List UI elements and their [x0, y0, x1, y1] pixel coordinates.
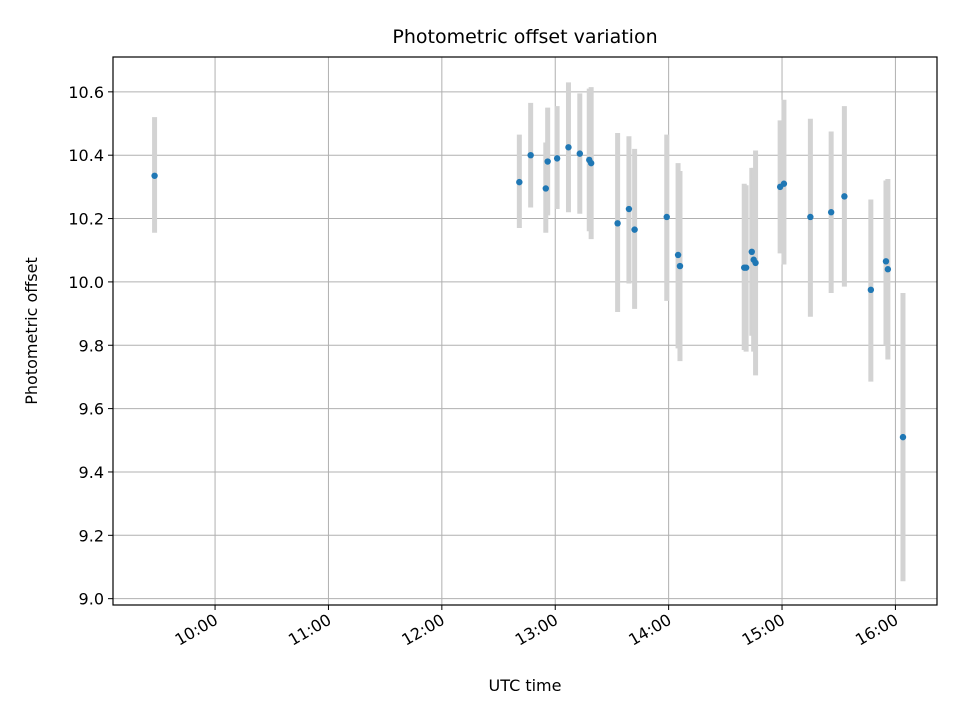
plot-frame: [112, 56, 938, 606]
data-point: [807, 213, 814, 221]
data-point: [527, 151, 534, 159]
data-point: [631, 226, 638, 233]
y-tick-label: 10.2: [68, 210, 104, 229]
data-point: [576, 150, 584, 157]
y-tick-label: 10.0: [68, 273, 104, 292]
data-point: [899, 433, 907, 441]
data-point: [553, 155, 561, 162]
y-tick-label: 10.4: [68, 146, 104, 165]
data-point: [752, 259, 759, 267]
y-axis: 9.0 9.2 9.4 9.6 9.8 10.0 10.2 10.4 10.6: [68, 83, 113, 609]
data-point: [676, 262, 684, 270]
data-point: [516, 178, 523, 186]
data-point: [867, 286, 875, 294]
data-points: [151, 144, 907, 441]
y-tick-label: 9.4: [79, 463, 104, 482]
data-point: [565, 144, 572, 151]
data-point: [780, 180, 788, 187]
data-point: [663, 213, 670, 221]
data-point: [884, 266, 892, 273]
data-point: [742, 264, 750, 271]
grid: [113, 57, 937, 605]
data-point: [827, 209, 835, 216]
data-point: [151, 172, 158, 179]
chart-title: Photometric offset variation: [392, 26, 657, 48]
y-tick-label: 9.6: [79, 400, 104, 419]
plot-area: [113, 57, 937, 605]
y-tick-label: 10.6: [68, 83, 104, 102]
x-axis-label: UTC time: [489, 676, 562, 695]
data-point: [841, 193, 848, 200]
data-point: [625, 205, 633, 213]
data-point: [587, 159, 595, 167]
data-point: [674, 251, 682, 259]
data-point: [544, 158, 551, 165]
y-axis-label: Photometric offset: [22, 257, 41, 405]
y-tick-label: 9.0: [79, 590, 104, 609]
data-point: [882, 258, 890, 265]
data-point: [748, 248, 755, 256]
data-point: [614, 220, 621, 227]
y-tick-label: 9.2: [79, 526, 104, 545]
data-point: [542, 185, 549, 192]
y-tick-label: 9.8: [79, 336, 104, 355]
